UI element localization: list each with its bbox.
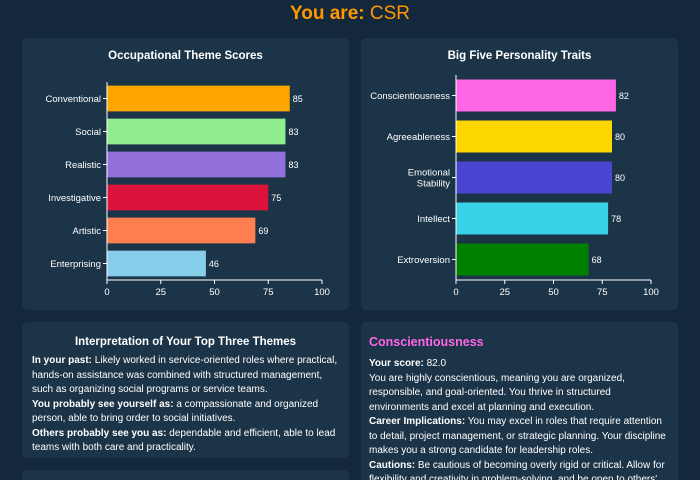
category-label: Social xyxy=(75,127,101,138)
theme-scores-title: Occupational Theme Scores xyxy=(108,50,263,62)
interpretation-body: In your past: Likely worked in service-o… xyxy=(22,354,349,456)
self-text: a compassionate and organized person, ab… xyxy=(32,398,319,425)
bar-extroversion xyxy=(456,243,589,276)
bar-intellect xyxy=(456,202,609,235)
bar-social xyxy=(107,118,286,145)
category-label: Conventional xyxy=(46,94,101,105)
x-tick-label: 0 xyxy=(453,287,458,298)
trait-cautions: Cautions: Be cautious of becoming overly… xyxy=(369,459,670,480)
career-text: You may excel in roles that require atte… xyxy=(369,416,666,456)
x-tick-label: 75 xyxy=(597,287,608,298)
past-label: In your past: xyxy=(32,355,93,366)
interpretation-past: In your past: Likely worked in service-o… xyxy=(32,354,339,398)
bar-value-label: 80 xyxy=(615,173,625,183)
bar-value-label: 46 xyxy=(209,259,219,269)
category-label: Agreeableness xyxy=(387,132,451,143)
bar-investigative xyxy=(107,184,269,211)
self-label: You probably see yourself as: xyxy=(32,398,174,410)
x-tick-label: 25 xyxy=(499,287,510,298)
x-tick-label: 0 xyxy=(104,287,109,298)
bar-value-label: 85 xyxy=(293,94,303,104)
bar-value-label: 75 xyxy=(271,193,281,203)
lower-left-card xyxy=(22,470,349,480)
interpretation-self: You probably see yourself as: a compassi… xyxy=(32,398,339,427)
trait-detail-card: Conscientiousness Your score: 82.0 You a… xyxy=(361,322,678,480)
others-label: Others probably see you as: xyxy=(32,427,167,439)
category-label: Realistic xyxy=(65,160,101,171)
theme-scores-chart: 85 Conventional 83 Social 83 Realistic 75 Inves… xyxy=(46,82,330,298)
caution-text: Be cautious of becoming overly rigid or … xyxy=(369,459,665,480)
bar-enterprising xyxy=(107,250,206,277)
bar-value-label: 68 xyxy=(592,255,602,265)
bar-conventional xyxy=(107,85,290,112)
others-text: dependable and efficient, able to lead t… xyxy=(32,427,336,454)
trait-career: Career Implications: You may excel in ro… xyxy=(369,415,670,459)
interpretation-others: Others probably see you as: dependable a… xyxy=(32,427,339,456)
bar-agreeableness xyxy=(456,120,612,153)
score-value: 82.0 xyxy=(426,358,447,369)
title-prefix: You are: xyxy=(289,3,365,24)
title-role: CSR xyxy=(369,3,410,24)
theme-scores-card: Occupational Theme Scores 85 Conventional… xyxy=(22,38,349,310)
category-label: Emotional xyxy=(408,168,450,179)
category-label: Extroversion xyxy=(397,255,450,266)
category-label: Enterprising xyxy=(50,259,101,270)
bar-emotional-stability xyxy=(456,161,612,194)
bar-conscientiousness xyxy=(456,79,616,112)
interpretation-title: Interpretation of Your Top Three Themes xyxy=(74,336,297,348)
trait-detail-name: Conscientiousness xyxy=(369,335,484,349)
career-label: Career Implications: xyxy=(369,416,466,427)
category-label: Artistic xyxy=(73,226,102,237)
score-label: Your score: xyxy=(369,358,424,369)
x-tick-label: 100 xyxy=(314,287,330,298)
big-five-card: Big Five Personality Traits 82 Conscienti… xyxy=(361,38,678,310)
bar-value-label: 82 xyxy=(619,91,629,101)
big-five-title: Big Five Personality Traits xyxy=(447,50,592,62)
x-tick-label: 25 xyxy=(155,287,166,298)
interpretation-card: Interpretation of Your Top Three Themes … xyxy=(22,322,349,458)
category-label: Conscientiousness xyxy=(370,91,450,102)
trait-detail-body: Your score: 82.0 You are highly conscien… xyxy=(369,357,670,480)
category-label: Stability xyxy=(417,179,451,190)
bar-value-label: 83 xyxy=(288,160,298,170)
bar-value-label: 69 xyxy=(258,226,268,236)
bar-artistic xyxy=(107,217,256,244)
trait-score: Your score: 82.0 xyxy=(369,357,670,372)
bar-realistic xyxy=(107,151,286,178)
category-label: Intellect xyxy=(417,214,450,225)
past-text: Likely worked in service-oriented roles … xyxy=(32,355,338,395)
category-label: Investigative xyxy=(48,193,101,204)
trait-description: You are highly conscientious, meaning yo… xyxy=(369,372,625,413)
x-tick-label: 50 xyxy=(209,287,220,298)
bar-value-label: 78 xyxy=(611,214,621,224)
x-tick-label: 75 xyxy=(263,287,274,298)
x-tick-label: 50 xyxy=(548,287,559,298)
bar-value-label: 80 xyxy=(615,132,625,142)
big-five-chart: 82 Conscientiousness 80 Agreeableness 80 Emot… xyxy=(370,75,659,298)
caution-label: Cautions: xyxy=(369,459,416,471)
bar-value-label: 83 xyxy=(288,127,298,137)
page-title: You are: CSR xyxy=(0,3,700,25)
x-tick-label: 100 xyxy=(643,287,659,298)
